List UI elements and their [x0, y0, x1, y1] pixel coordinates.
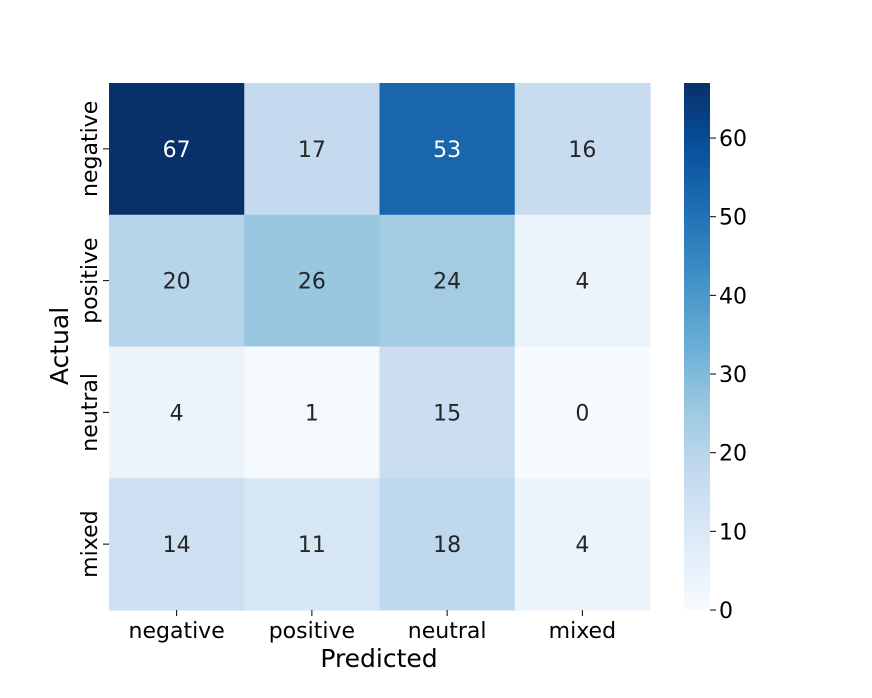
y-axis-label: Actual [45, 307, 74, 385]
heatmap-cells [109, 83, 651, 611]
heatmap-cell-positive-mixed [514, 214, 651, 347]
heatmap-cell-mixed-mixed [514, 478, 651, 611]
cell-value-label: 26 [298, 270, 326, 295]
colorbar-tick-label: 0 [719, 599, 733, 624]
colorbar-ticks: 0 10 20 30 40 50 60 [710, 127, 747, 624]
y-tick-label: negative [78, 101, 103, 197]
colorbar-tick-label: 60 [719, 127, 747, 152]
heatmap-cell-labels: 67 17 53 16 20 26 24 4 4 1 15 0 14 11 18 4 [163, 138, 597, 558]
heatmap-cell-negative-mixed [514, 83, 651, 216]
cell-value-label: 17 [298, 138, 326, 163]
x-tick-label: mixed [549, 619, 616, 644]
heatmap-cell-positive-neutral [379, 214, 516, 347]
cell-value-label: 18 [433, 533, 461, 558]
heatmap-cell-neutral-neutral [379, 346, 516, 479]
colorbar: 0 10 20 30 40 50 60 [684, 83, 747, 624]
colorbar-tick-label: 30 [719, 363, 747, 388]
cell-value-label: 11 [298, 533, 326, 558]
y-axis-ticks: negative positive neutral mixed [78, 101, 109, 578]
heatmap-cell-neutral-positive [244, 346, 380, 479]
colorbar-tick-label: 40 [719, 284, 747, 309]
x-tick-label: positive [269, 619, 355, 644]
cell-value-label: 15 [433, 401, 461, 426]
y-tick-label: positive [78, 237, 103, 323]
cell-value-label: 4 [575, 533, 589, 558]
cell-value-label: 53 [433, 138, 461, 163]
cell-value-label: 67 [163, 138, 191, 163]
x-axis-label: Predicted [320, 644, 437, 673]
colorbar-tick-label: 10 [719, 520, 747, 545]
heatmap-cell-mixed-positive [244, 478, 380, 611]
heatmap-cell-neutral-mixed [514, 346, 651, 479]
cell-value-label: 14 [163, 533, 191, 558]
heatmap-cell-positive-positive [244, 214, 380, 347]
heatmap-cell-neutral-negative [109, 346, 245, 479]
cell-value-label: 4 [170, 401, 184, 426]
heatmap-cell-mixed-neutral [379, 478, 516, 611]
colorbar-gradient [684, 83, 710, 610]
cell-value-label: 0 [575, 401, 589, 426]
y-tick-label: neutral [78, 373, 103, 452]
colorbar-tick-label: 50 [719, 206, 747, 231]
colorbar-tick-label: 20 [719, 442, 747, 467]
heatmap-cell-mixed-negative [109, 478, 245, 611]
x-axis-ticks: negative positive neutral mixed [129, 610, 616, 644]
cell-value-label: 4 [575, 270, 589, 295]
heatmap-cell-negative-neutral [379, 83, 516, 216]
heatmap-cell-negative-positive [244, 83, 380, 216]
x-tick-label: negative [129, 619, 225, 644]
cell-value-label: 16 [568, 138, 596, 163]
cell-value-label: 20 [163, 270, 191, 295]
y-tick-label: mixed [78, 510, 103, 577]
heatmap-cell-positive-negative [109, 214, 245, 347]
cell-value-label: 1 [305, 401, 319, 426]
heatmap-cell-negative-negative [109, 83, 245, 216]
cell-value-label: 24 [433, 270, 461, 295]
x-tick-label: neutral [408, 619, 487, 644]
